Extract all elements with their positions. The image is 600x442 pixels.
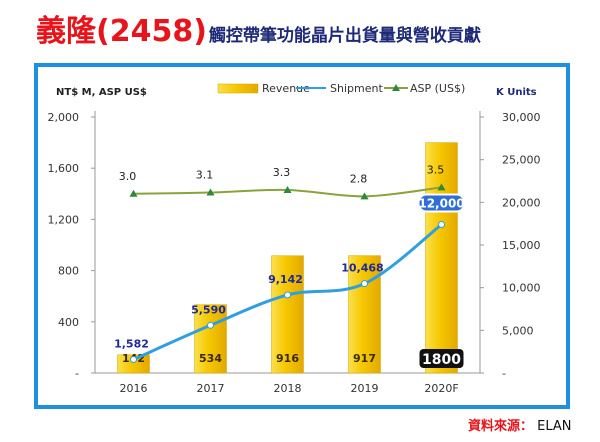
shipment-marker	[361, 280, 368, 288]
left-tick-label: 800	[58, 265, 79, 278]
asp-data-label: 3.5	[427, 163, 445, 176]
left-tick-label: 1,200	[48, 213, 80, 226]
company-name: 義隆(2458)	[36, 14, 207, 49]
revenue-data-label: 917	[353, 352, 376, 365]
source-note: 資料來源： ELAN	[468, 415, 572, 434]
revenue-data-label: 916	[276, 352, 299, 365]
revenue-bar	[425, 142, 458, 374]
asp-marker	[360, 192, 369, 200]
x-tick-label: 2019	[351, 382, 379, 395]
chart-subtitle: 觸控帶筆功能晶片出貨量與營收貢獻	[208, 26, 481, 46]
x-tick-label: 2018	[274, 382, 302, 395]
right-tick-label: -	[502, 367, 506, 380]
legend-revenue-label: Revenue	[262, 82, 310, 95]
right-tick-label: 10,000	[502, 282, 541, 295]
source-value: ELAN	[537, 419, 572, 434]
left-tick-label: 1,600	[48, 162, 80, 175]
left-axis-title: NT$ M, ASP US$	[56, 87, 147, 98]
asp-marker	[129, 189, 138, 197]
right-axis-title: K Units	[496, 87, 537, 98]
asp-marker	[283, 185, 292, 193]
asp-data-label: 3.3	[273, 166, 291, 179]
right-tick-label: 15,000	[502, 239, 541, 252]
right-tick-label: 25,000	[502, 154, 541, 167]
shipment-data-label: 5,590	[191, 303, 226, 316]
asp-marker	[206, 188, 215, 196]
asp-data-label: 3.1	[196, 169, 214, 182]
shipment-highlight-badge	[417, 193, 466, 213]
source-label: 資料來源：	[468, 419, 534, 434]
right-tick-label: 5,000	[502, 324, 534, 337]
revenue-bar	[117, 354, 150, 374]
shipment-marker	[438, 221, 445, 229]
revenue-highlight-badge	[419, 349, 464, 368]
revenue-bar	[348, 255, 381, 374]
asp-marker	[437, 183, 446, 191]
x-tick-label: 2016	[120, 382, 148, 395]
x-tick-label: 2017	[197, 382, 225, 395]
left-tick-label: -	[75, 367, 79, 380]
shipment-marker	[130, 356, 137, 364]
shipment-marker	[284, 291, 291, 299]
shipment-data-label: 9,142	[268, 273, 303, 286]
legend-shipment-label: Shipment	[330, 82, 383, 95]
legend-asp-marker	[392, 84, 400, 91]
asp-data-label: 2.8	[350, 172, 368, 185]
revenue-data-label: 534	[199, 352, 222, 365]
right-tick-label: 30,000	[502, 111, 541, 124]
x-tick-label: 2020F	[424, 382, 458, 395]
left-tick-label: 400	[58, 316, 79, 329]
legend-asp-label: ASP (US$)	[410, 82, 465, 95]
left-tick-label: 2,000	[48, 111, 80, 124]
right-tick-label: 20,000	[502, 196, 541, 209]
revenue-bar	[271, 255, 304, 374]
shipment-data-label: 1,582	[114, 338, 149, 351]
asp-data-label: 3.0	[119, 170, 137, 183]
revenue-data-label: 1800	[422, 352, 461, 368]
shipment-marker	[207, 321, 214, 329]
legend-revenue-swatch	[217, 83, 259, 94]
shipment-data-label: 12,000	[418, 197, 464, 211]
shipment-data-label: 10,468	[341, 262, 383, 275]
chart-title: 義隆(2458) 觸控帶筆功能晶片出貨量與營收貢獻	[36, 6, 481, 49]
revenue-bar	[194, 304, 227, 374]
